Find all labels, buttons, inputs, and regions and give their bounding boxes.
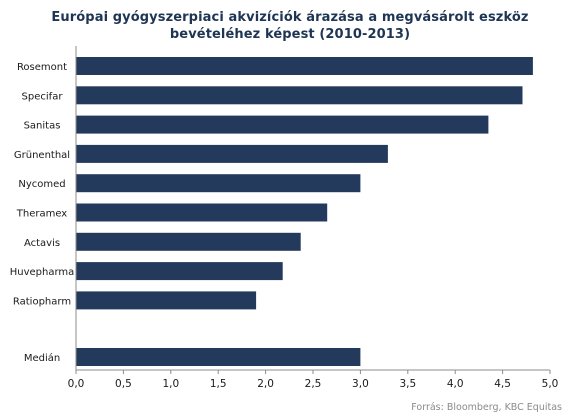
x-tick-label: 3,5 bbox=[399, 378, 416, 390]
bar-specifar bbox=[76, 86, 523, 105]
chart-title-line-2: bevételéhez képest (2010-2013) bbox=[169, 27, 411, 42]
category-label-sanitas: Sanitas bbox=[24, 121, 61, 132]
bar-grunenthal bbox=[76, 144, 388, 163]
category-label-actavis: Actavis bbox=[24, 238, 60, 249]
x-tick-label: 1,5 bbox=[210, 378, 227, 390]
x-tick-label: 1,0 bbox=[162, 378, 179, 390]
x-tick-label: 4,0 bbox=[447, 378, 464, 390]
x-tick-label: 2,0 bbox=[257, 378, 274, 390]
category-label-nycomed: Nycomed bbox=[18, 179, 65, 190]
bar-huvepharma bbox=[76, 262, 283, 281]
category-label-huvepharma: Huvepharma bbox=[10, 267, 75, 278]
bar-nycomed bbox=[76, 174, 361, 193]
bar-median bbox=[76, 348, 361, 366]
bar-sanitas bbox=[76, 115, 489, 134]
bar-ratiopharm bbox=[76, 291, 257, 310]
category-label-ratiopharm: Ratiopharm bbox=[13, 296, 71, 307]
x-tick-label: 5,0 bbox=[542, 378, 559, 390]
x-tick-label: 0,5 bbox=[115, 378, 132, 390]
source-note: Forrás: Bloomberg, KBC Equitas bbox=[411, 402, 562, 413]
category-label-median: Medián bbox=[24, 352, 60, 364]
category-label-specifar: Specifar bbox=[22, 91, 64, 102]
x-tick-label: 3,0 bbox=[352, 378, 369, 390]
category-label-grunenthal: Grünenthal bbox=[14, 150, 70, 161]
category-label-theramex: Theramex bbox=[16, 209, 68, 220]
chart-title: Európai gyógyszerpiaci akvizíciók árazás… bbox=[40, 9, 540, 43]
bar-actavis bbox=[76, 232, 301, 251]
x-tick-label: 0,0 bbox=[68, 378, 85, 390]
chart-title-line-1: Európai gyógyszerpiaci akvizíciók árazás… bbox=[51, 10, 529, 25]
x-tick-label: 4,5 bbox=[494, 378, 511, 390]
x-tick-label: 2,5 bbox=[305, 378, 322, 390]
bar-rosemont bbox=[76, 57, 533, 75]
bar-theramex bbox=[76, 203, 328, 222]
category-label-rosemont: Rosemont bbox=[17, 62, 67, 73]
